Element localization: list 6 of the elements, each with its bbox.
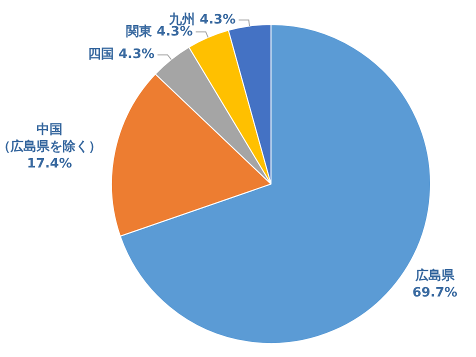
slice-label: 関東 4.3% bbox=[126, 24, 193, 40]
slice-label: 中国（広島県を除く） bbox=[0, 122, 102, 155]
data-label: 69.7% bbox=[412, 286, 458, 301]
slice-label: 四国 4.3% bbox=[88, 47, 155, 62]
slice-label: 広島県 bbox=[414, 268, 456, 284]
data-label: 17.4% bbox=[26, 156, 72, 172]
